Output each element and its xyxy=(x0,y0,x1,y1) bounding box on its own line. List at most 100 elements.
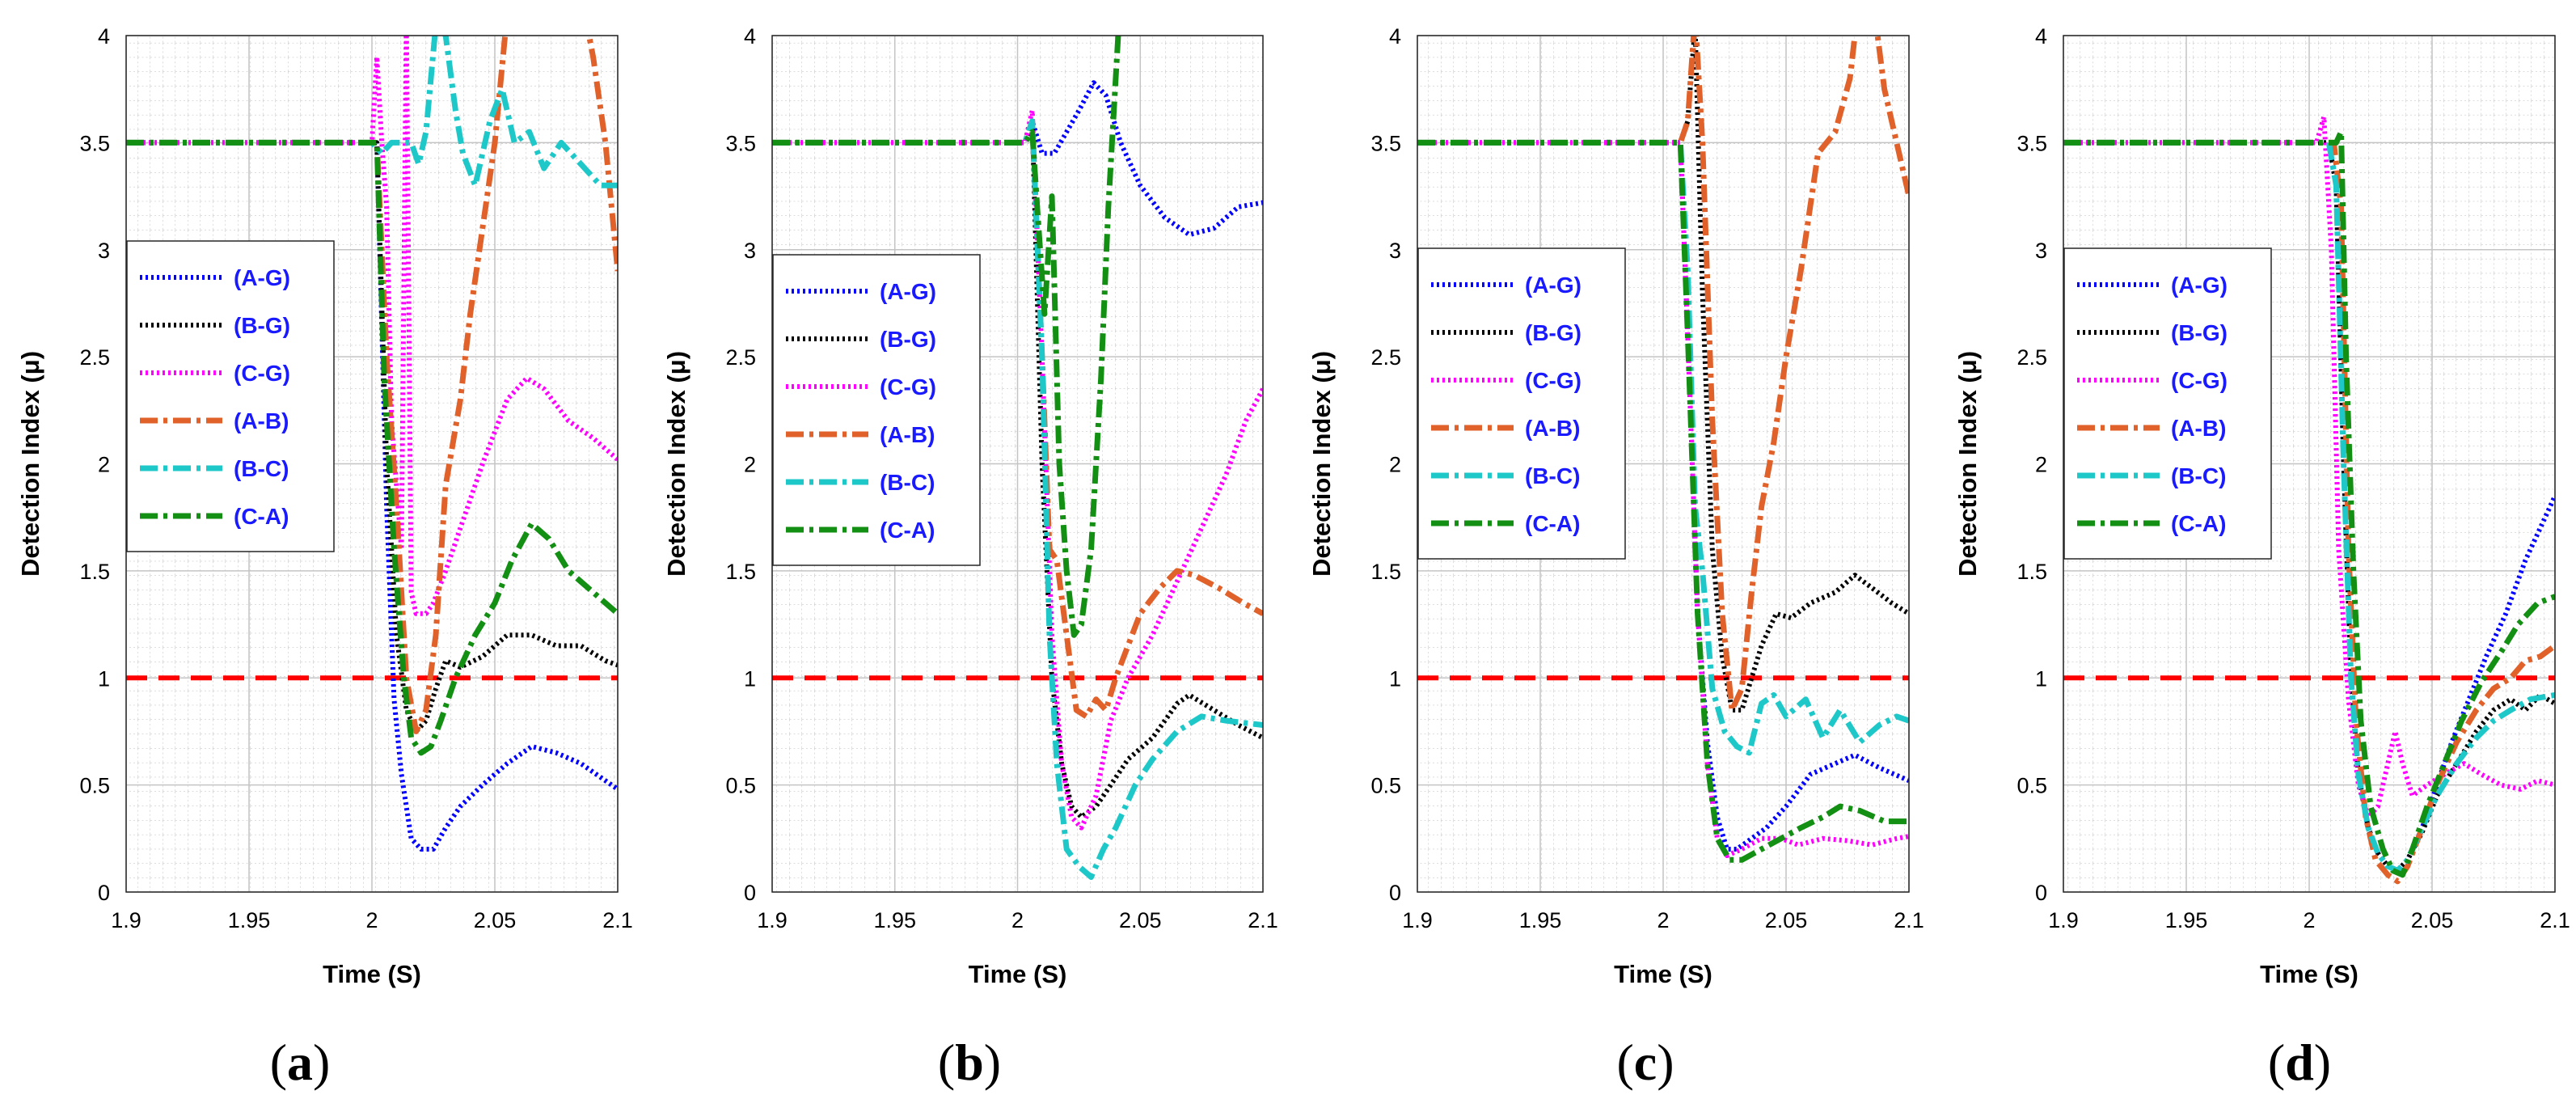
legend-label: (A-G) xyxy=(2171,273,2228,298)
y-tick-label: 1 xyxy=(1389,666,1401,691)
chart-panel: 1.9 1.95 2 2.05 2.1 0 0.5 1 1.5 2 2.5 3 3.5 4 Time (S)… xyxy=(1953,24,2570,988)
legend-label: (B-C) xyxy=(1525,463,1580,488)
x-tick-label: 1.9 xyxy=(111,908,141,932)
legend-label: (C-G) xyxy=(880,374,936,400)
legend-label: (A-G) xyxy=(1525,273,1581,298)
legend-label: (B-C) xyxy=(2171,463,2226,488)
series-line xyxy=(126,36,618,188)
x-tick-label: 2 xyxy=(1011,908,1024,932)
y-tick-label: 1 xyxy=(98,666,110,691)
y-tick-label: 2.5 xyxy=(1370,345,1401,370)
y-tick-label: 3 xyxy=(98,239,110,263)
y-tick-label: 3 xyxy=(2035,239,2047,263)
y-axis-label: Detection Index (μ) xyxy=(662,351,690,577)
x-axis-label: Time (S) xyxy=(969,960,1067,988)
y-tick-label: 2 xyxy=(1389,453,1401,477)
x-tick-label: 2 xyxy=(365,908,378,932)
chart-panel: 1.9 1.95 2 2.05 2.1 0 0.5 1 1.5 2 2.5 3 3.5 4 Time (S)… xyxy=(1307,24,1924,988)
x-tick-label: 1.95 xyxy=(2165,908,2208,932)
y-tick-label: 0.5 xyxy=(1370,774,1401,798)
y-tick-label: 4 xyxy=(744,24,756,49)
x-tick-label: 1.95 xyxy=(228,908,271,932)
caption-paren: ( xyxy=(2268,1034,2285,1091)
series-line xyxy=(772,36,1121,638)
legend-label: (C-G) xyxy=(2171,368,2228,393)
x-axis-label: Time (S) xyxy=(323,960,421,988)
legend: (A-G) (B-G) (C-G) (A-B) (B-C) (C-A) xyxy=(126,240,335,552)
series-group xyxy=(2063,114,2555,885)
legend-label: (A-G) xyxy=(234,265,290,290)
x-axis-label: Time (S) xyxy=(1614,960,1712,988)
x-tick-label: 2.05 xyxy=(2411,908,2454,932)
legend-label: (B-G) xyxy=(1525,320,1581,345)
legend-label: (A-B) xyxy=(234,408,289,433)
x-tick-label: 1.95 xyxy=(873,908,916,932)
legend: (A-G) (B-G) (C-G) (A-B) (B-C) (C-A) xyxy=(772,254,981,566)
series-group xyxy=(126,36,618,852)
series-line xyxy=(1417,36,1909,713)
x-tick-label: 2 xyxy=(1657,908,1669,932)
y-tick-label: 0.5 xyxy=(2016,774,2047,798)
x-tick-label: 2.1 xyxy=(1894,908,1924,932)
caption-letter: a xyxy=(287,1034,313,1091)
caption-letter: d xyxy=(2285,1034,2314,1091)
legend-label: (C-A) xyxy=(880,518,935,543)
series-line xyxy=(126,140,618,852)
x-axis-label: Time (S) xyxy=(2260,960,2359,988)
x-tick-label: 2.1 xyxy=(2540,908,2570,932)
caption-paren: ) xyxy=(2314,1034,2331,1091)
panel-caption: (b) xyxy=(938,1034,1001,1091)
y-tick-label: 1 xyxy=(744,666,756,691)
caption-paren: ) xyxy=(984,1034,1001,1091)
y-tick-label: 3 xyxy=(744,239,756,263)
legend-label: (B-G) xyxy=(2171,320,2228,345)
x-tick-label: 1.9 xyxy=(1402,908,1433,932)
series-line xyxy=(1417,139,1909,756)
caption-paren: ) xyxy=(313,1034,330,1091)
y-tick-label: 0 xyxy=(1389,881,1401,905)
y-tick-label: 0 xyxy=(98,881,110,905)
caption-paren: ( xyxy=(1616,1034,1633,1091)
legend-box xyxy=(772,254,981,566)
series-line xyxy=(772,108,1263,831)
caption-letter: c xyxy=(1634,1034,1657,1091)
y-tick-label: 3 xyxy=(1389,239,1401,263)
y-tick-label: 0 xyxy=(2035,881,2047,905)
series-line xyxy=(772,118,1263,820)
panel-caption: (c) xyxy=(1616,1034,1674,1091)
legend-label: (C-A) xyxy=(234,504,289,529)
y-tick-label: 3.5 xyxy=(2016,131,2047,155)
legend-label: (C-A) xyxy=(1525,511,1580,536)
y-axis-label: Detection Index (μ) xyxy=(1953,351,1982,577)
caption-paren: ) xyxy=(1657,1034,1674,1091)
y-axis-label: Detection Index (μ) xyxy=(1307,351,1336,577)
caption-paren: ( xyxy=(270,1034,287,1091)
x-tick-label: 2.05 xyxy=(474,908,517,932)
series-line xyxy=(126,36,618,734)
chart-panel: 1.9 1.95 2 2.05 2.1 0 0.5 1 1.5 2 2.5 3 3.5 4 Time (S)… xyxy=(16,24,633,988)
y-tick-label: 2.5 xyxy=(2016,345,2047,370)
series-group xyxy=(1417,36,1909,863)
x-tick-label: 2.1 xyxy=(602,908,633,932)
y-tick-label: 3.5 xyxy=(1370,131,1401,155)
y-tick-label: 2.5 xyxy=(79,345,110,370)
legend-label: (B-C) xyxy=(880,470,935,495)
series-line xyxy=(1417,140,1909,858)
caption-paren: ( xyxy=(938,1034,955,1091)
y-tick-label: 2.5 xyxy=(725,345,756,370)
legend: (A-G) (B-G) (C-G) (A-B) (B-C) (C-A) xyxy=(1417,247,1626,560)
legend-label: (C-G) xyxy=(234,361,290,386)
series-line xyxy=(126,36,618,616)
legend-label: (B-G) xyxy=(880,327,936,352)
legend-label: (B-G) xyxy=(234,313,290,338)
series-line xyxy=(126,139,618,756)
series-group xyxy=(772,36,1263,880)
legend-label: (A-G) xyxy=(880,279,936,304)
panel-caption: (a) xyxy=(270,1034,331,1091)
x-tick-label: 2.05 xyxy=(1119,908,1162,932)
x-tick-label: 2.1 xyxy=(1248,908,1278,932)
legend-label: (A-B) xyxy=(1525,416,1580,441)
legend-label: (C-A) xyxy=(2171,511,2226,536)
legend-box xyxy=(1417,247,1626,560)
